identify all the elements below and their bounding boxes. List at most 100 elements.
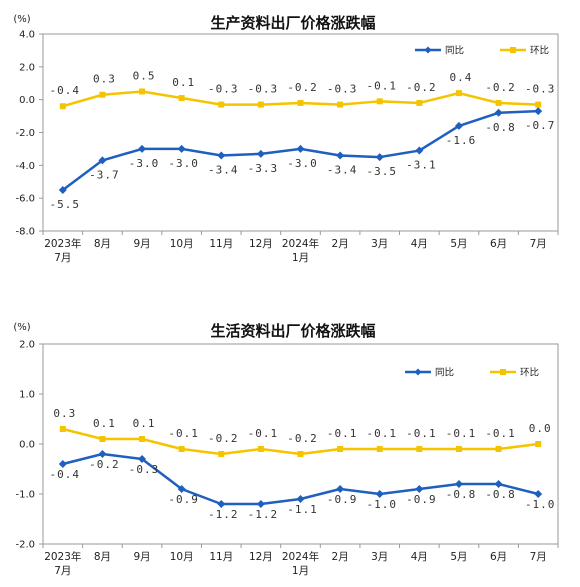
- data-point: [59, 103, 66, 110]
- data-point: [376, 446, 383, 452]
- data-point: [296, 144, 305, 153]
- x-tick-label: 10月: [170, 238, 194, 250]
- data-label: -0.1: [485, 427, 516, 440]
- data-label: -0.4: [50, 468, 81, 481]
- data-label: -3.4: [327, 163, 358, 176]
- data-point: [455, 90, 462, 97]
- data-point: [256, 149, 265, 158]
- x-tick-label: 7月: [530, 238, 547, 250]
- data-point: [297, 451, 304, 457]
- data-label: -3.0: [129, 157, 160, 170]
- data-point: [138, 455, 147, 463]
- x-tick-label: 7月: [530, 551, 547, 563]
- x-tick-label: 4月: [411, 551, 428, 563]
- data-point: [99, 91, 106, 98]
- data-point: [177, 485, 186, 493]
- data-point: [58, 185, 67, 194]
- data-point: [454, 480, 463, 488]
- x-tick-label: 9月: [133, 551, 150, 563]
- data-point: [139, 88, 146, 95]
- data-point: [178, 446, 185, 452]
- x-tick-label: 3月: [371, 551, 388, 563]
- data-label: -0.2: [287, 432, 318, 445]
- legend-marker: [500, 369, 506, 375]
- x-tick-label: 4月: [411, 238, 428, 250]
- data-label: -0.1: [366, 427, 397, 440]
- x-tick-label: 8月: [94, 238, 111, 250]
- data-label: -3.1: [406, 159, 437, 172]
- x-tick-label: 6月: [490, 551, 507, 563]
- x-tick-label: 7月: [54, 565, 71, 577]
- legend-label: 同比: [435, 367, 454, 379]
- x-tick-label: 3月: [371, 238, 388, 250]
- data-point: [495, 99, 502, 106]
- data-point: [535, 101, 542, 108]
- data-label: -0.4: [50, 84, 81, 97]
- data-label: 0.1: [93, 417, 116, 430]
- data-point: [494, 108, 503, 117]
- y-tick-label: 0.0: [19, 440, 35, 451]
- data-point: [59, 426, 66, 432]
- chart-title: 生活资料出厂价格涨跌幅: [210, 322, 375, 340]
- data-label: -0.2: [485, 81, 516, 94]
- x-tick-label: 2023年: [44, 550, 81, 563]
- data-label: -0.2: [406, 81, 437, 94]
- data-point: [336, 151, 345, 160]
- y-tick-label: -6.0: [15, 194, 35, 205]
- x-tick-label: 7月: [54, 252, 71, 264]
- y-tick-label: 0.0: [19, 95, 35, 106]
- data-point: [256, 500, 265, 508]
- data-label: -3.3: [248, 162, 279, 175]
- x-tick-label: 9月: [133, 238, 150, 250]
- data-label: 0.3: [53, 407, 76, 420]
- data-point: [415, 485, 424, 493]
- data-point: [177, 144, 186, 153]
- data-label: -0.7: [525, 119, 556, 132]
- data-label: -3.7: [89, 168, 120, 181]
- x-tick-label: 8月: [94, 551, 111, 563]
- data-label: 0.4: [450, 71, 473, 84]
- data-point: [139, 436, 146, 442]
- data-label: -3.0: [287, 157, 318, 170]
- x-tick-label: 2023年: [44, 237, 81, 250]
- y-tick-label: -8.0: [15, 227, 35, 238]
- y-tick-label: -2.0: [15, 540, 35, 551]
- data-point: [218, 101, 225, 108]
- data-label: -3.4: [208, 163, 239, 176]
- data-label: -0.1: [446, 427, 477, 440]
- legend-label: 环比: [520, 367, 539, 379]
- data-label: -0.9: [168, 493, 199, 506]
- y-tick-label: 2.0: [19, 62, 35, 73]
- data-point: [98, 156, 107, 165]
- x-tick-label: 10月: [170, 551, 194, 563]
- legend-marker: [424, 46, 432, 54]
- x-tick-label: 2024年: [282, 237, 319, 250]
- x-tick-label: 5月: [450, 238, 467, 250]
- data-point: [218, 451, 225, 457]
- data-point: [99, 436, 106, 442]
- data-point: [297, 99, 304, 106]
- data-label: -0.3: [525, 83, 556, 96]
- data-point: [376, 98, 383, 105]
- chart-title: 生产资料出厂价格涨跌幅: [210, 14, 375, 32]
- x-tick-label: 11月: [209, 238, 233, 250]
- data-label: -1.6: [446, 134, 477, 147]
- legend-label: 同比: [445, 45, 464, 57]
- y-unit-label: (%): [13, 322, 30, 333]
- data-label: -1.0: [366, 498, 397, 511]
- data-point: [535, 441, 542, 447]
- plot-frame: [42, 33, 559, 232]
- x-tick-label: 12月: [249, 551, 273, 563]
- data-point: [217, 500, 226, 508]
- y-unit-label: (%): [13, 14, 30, 25]
- data-point: [494, 480, 503, 488]
- data-point: [257, 101, 264, 108]
- data-point: [296, 495, 305, 503]
- data-label: -0.1: [168, 427, 199, 440]
- data-label: -0.1: [366, 79, 397, 92]
- data-label: -0.9: [406, 493, 437, 506]
- y-tick-label: 1.0: [19, 390, 35, 401]
- chart-production-materials: 生产资料出厂价格涨跌幅 (%) 4.0 2.0 0.0 -2.0 -4.0 -6.0 -8.…: [13, 14, 559, 264]
- x-tick-label: 12月: [249, 238, 273, 250]
- data-label: -1.1: [287, 503, 318, 516]
